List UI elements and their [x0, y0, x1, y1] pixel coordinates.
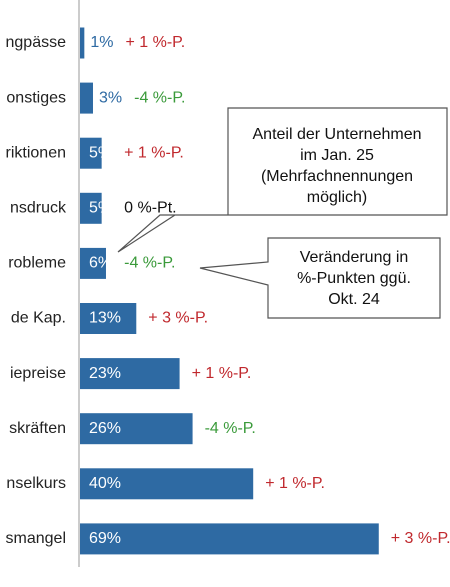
change-label: -4 %-P.	[134, 89, 185, 106]
bar	[80, 27, 85, 59]
change-label: -4 %-P.	[205, 420, 256, 437]
category-label: iepreise	[10, 365, 66, 382]
bar	[80, 468, 254, 500]
value-label: 6%	[89, 255, 112, 272]
value-label: 23%	[89, 365, 121, 382]
value-label: 5%	[89, 200, 112, 217]
callout-text: (Mehrfachnennungen	[261, 168, 413, 185]
callouts: Anteil der Unternehmen im Jan. 25 (Mehrfac…	[117, 107, 448, 319]
value-label: 40%	[89, 475, 121, 492]
change-label: + 1 %-P.	[125, 34, 185, 51]
value-label: 26%	[89, 420, 121, 437]
callout-box	[199, 237, 441, 319]
callout-text: Anteil der Unternehmen	[253, 126, 422, 143]
category-label: riktionen	[6, 144, 66, 161]
category-label: robleme	[8, 255, 66, 272]
callout-box	[117, 107, 448, 253]
bar	[80, 413, 193, 445]
value-label: 69%	[89, 530, 121, 547]
bar	[80, 247, 106, 279]
change-label: + 3 %-P.	[391, 530, 450, 547]
category-label: nselkurs	[6, 475, 66, 492]
category-label: onstiges	[6, 89, 66, 106]
bar	[80, 523, 379, 555]
category-label: de Kap.	[11, 310, 66, 327]
category-label: ngpässe	[6, 34, 67, 51]
bar	[80, 358, 180, 390]
change-label: + 1 %-P.	[124, 144, 184, 161]
change-label: + 1 %-P.	[265, 475, 325, 492]
callout-text: Okt. 24	[328, 291, 380, 308]
category-label: skräften	[9, 420, 66, 437]
bar	[80, 192, 102, 224]
callout-text: Veränderung in	[300, 249, 409, 266]
change-label: + 3 %-P.	[148, 310, 208, 327]
value-label: 13%	[89, 310, 121, 327]
callout-text: im Jan. 25	[300, 147, 374, 164]
category-label: smangel	[6, 530, 66, 547]
value-label: 3%	[99, 89, 122, 106]
value-label: 5%	[89, 144, 112, 161]
callout-text: möglich)	[307, 189, 367, 206]
change-label: 0 %-Pt.	[124, 200, 176, 217]
bar	[80, 82, 93, 114]
bar	[80, 303, 137, 334]
category-label: nsdruck	[10, 200, 67, 217]
callout-text: %-Punkten ggü.	[297, 270, 411, 287]
bar	[80, 137, 102, 169]
value-label: 1%	[90, 34, 113, 51]
change-label: -4 %-P.	[124, 255, 175, 272]
change-label: + 1 %-P.	[192, 365, 252, 382]
